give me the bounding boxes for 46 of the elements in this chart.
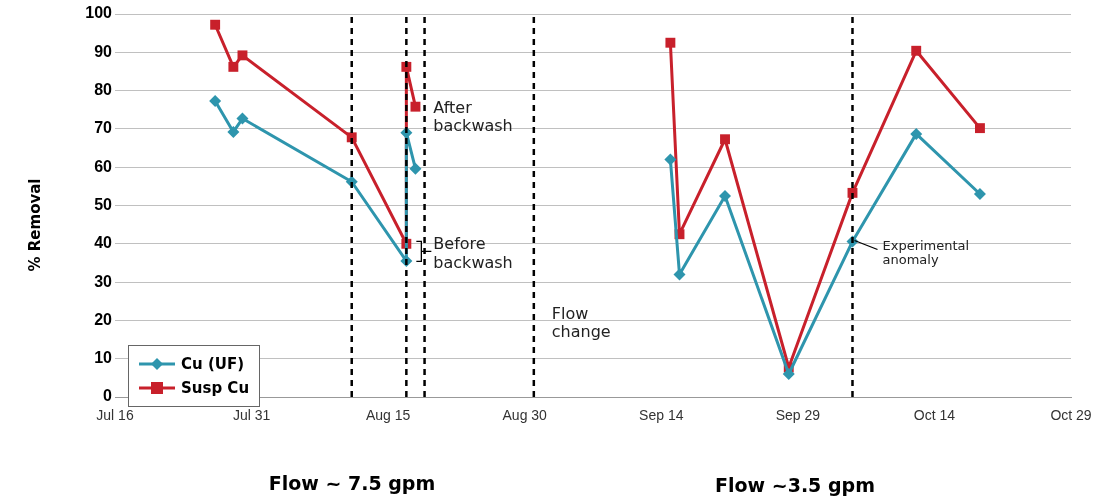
point xyxy=(410,101,421,112)
legend-label: Susp Cu xyxy=(181,379,250,397)
x-tick-label: Oct 29 xyxy=(1050,407,1092,424)
text: Flow ~ 7.5 gpm xyxy=(268,472,436,494)
y-axis-title: % Removal xyxy=(26,178,44,272)
point xyxy=(237,50,248,61)
y-tick-label: 0 xyxy=(103,387,113,405)
x-tick-label: Jul 31 xyxy=(232,407,271,424)
legend-label: Cu (UF) xyxy=(181,355,245,373)
y-tick-label: 90 xyxy=(94,42,113,60)
y-tick-label: 10 xyxy=(94,349,113,367)
point xyxy=(673,268,686,281)
annotation: Experimental anomaly xyxy=(882,237,970,268)
point xyxy=(236,112,249,125)
y-tick-label: 50 xyxy=(94,195,113,213)
point xyxy=(664,153,677,166)
annotation: After backwash xyxy=(433,97,513,136)
point xyxy=(910,127,923,140)
x-tick-label: Oct 14 xyxy=(913,407,956,424)
x-tick-label: Aug 30 xyxy=(502,407,548,424)
point xyxy=(975,123,985,134)
point xyxy=(228,61,239,72)
point xyxy=(911,45,922,56)
x-tick-label: Jul 16 xyxy=(96,407,134,424)
y-tick-label: 70 xyxy=(94,119,113,137)
point xyxy=(719,189,732,202)
x-tick-label: Sep 29 xyxy=(775,407,821,424)
point xyxy=(782,368,795,381)
point xyxy=(209,94,222,107)
y-tick-label: 20 xyxy=(94,310,113,328)
point xyxy=(973,188,986,201)
point xyxy=(227,125,240,138)
x-tick-label: Sep 14 xyxy=(639,407,684,424)
point xyxy=(720,134,730,145)
point xyxy=(409,162,422,175)
y-tick-label: 80 xyxy=(94,81,113,99)
annotation: Flow change xyxy=(551,303,611,342)
point xyxy=(210,19,221,30)
x-tick-label: Aug 15 xyxy=(365,407,411,424)
y-tick-label: 100 xyxy=(85,4,113,22)
point xyxy=(665,37,676,48)
y-tick-label: 40 xyxy=(94,234,113,252)
y-tick-label: 30 xyxy=(94,272,113,290)
text: Flow ~3.5 gpm xyxy=(715,474,875,496)
y-tick-label: 60 xyxy=(94,157,113,175)
annotation: Before backwash xyxy=(433,234,513,272)
